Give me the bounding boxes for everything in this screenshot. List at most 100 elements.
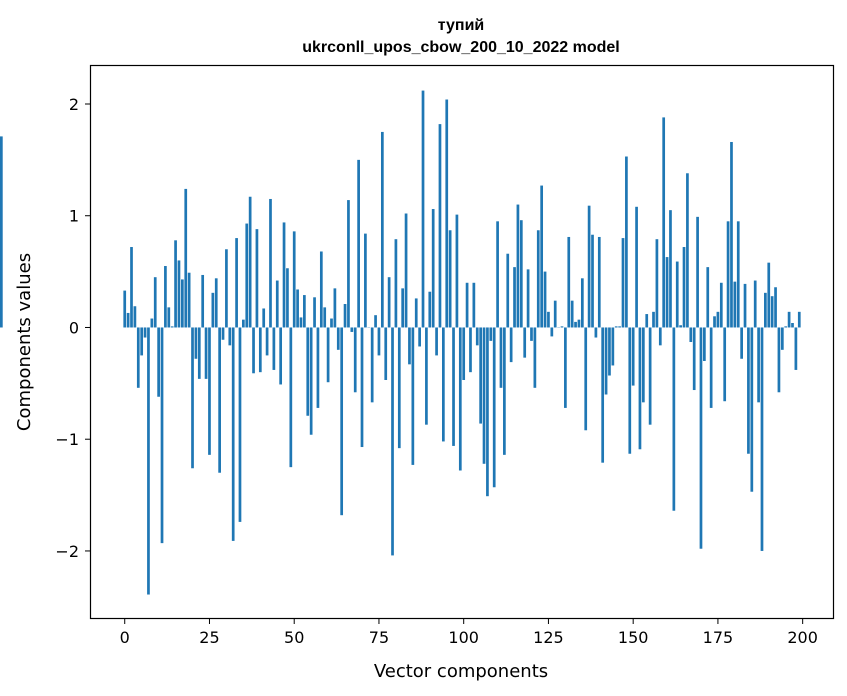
bar xyxy=(757,327,760,403)
bar xyxy=(258,327,262,373)
bar xyxy=(448,230,452,328)
x-tick-label: 75 xyxy=(369,628,389,647)
bar xyxy=(774,287,777,328)
bar xyxy=(506,253,510,328)
bar xyxy=(648,327,652,425)
bar xyxy=(621,238,625,328)
bar xyxy=(784,326,788,328)
bar xyxy=(126,312,130,328)
bar xyxy=(133,306,137,328)
bar xyxy=(296,289,299,328)
bar xyxy=(560,326,564,328)
bar xyxy=(625,156,628,328)
bar xyxy=(265,327,269,356)
bar xyxy=(686,173,689,328)
bar xyxy=(401,288,405,328)
bar xyxy=(567,236,571,328)
bar xyxy=(533,327,537,388)
bar xyxy=(153,277,157,328)
bar xyxy=(584,327,588,431)
x-tick-label: 25 xyxy=(199,628,219,647)
bar xyxy=(123,290,127,328)
plot-area-frame xyxy=(89,64,835,620)
bar xyxy=(472,282,476,328)
bar xyxy=(231,327,235,541)
bar xyxy=(299,317,303,328)
bar xyxy=(164,266,167,328)
bar xyxy=(387,277,391,328)
bar xyxy=(275,280,279,328)
bar xyxy=(235,238,238,328)
bar xyxy=(794,327,798,370)
bar xyxy=(492,327,496,488)
bar xyxy=(140,327,144,356)
bar xyxy=(397,327,401,449)
bar xyxy=(333,288,337,328)
bar xyxy=(255,229,259,328)
bar xyxy=(577,319,581,328)
bar xyxy=(682,247,686,328)
y-tick-label: 2 xyxy=(69,95,79,114)
bar xyxy=(753,280,757,328)
bar xyxy=(499,327,503,388)
bar xyxy=(645,314,649,328)
bar xyxy=(431,209,435,328)
bar xyxy=(658,327,662,346)
bar xyxy=(618,326,621,328)
bar xyxy=(445,99,449,328)
bar xyxy=(665,257,669,328)
x-tick-label: 125 xyxy=(533,628,564,647)
bar xyxy=(631,327,635,386)
y-axis-ticks: −2 −1 0 1 2 xyxy=(55,95,91,561)
bar xyxy=(662,117,666,328)
bar xyxy=(221,327,225,340)
bar xyxy=(438,124,442,328)
y-tick-label: 0 xyxy=(69,318,79,337)
x-tick-label: 150 xyxy=(618,628,649,647)
bar xyxy=(357,159,360,328)
bar xyxy=(252,327,255,374)
bar xyxy=(269,198,272,328)
bar xyxy=(428,291,432,328)
bar xyxy=(143,327,147,338)
bar xyxy=(228,327,232,346)
bar xyxy=(747,327,750,454)
bar xyxy=(384,327,388,380)
bar xyxy=(211,292,215,328)
y-tick-label: 1 xyxy=(69,207,79,226)
bar xyxy=(699,327,703,549)
bar xyxy=(181,279,184,328)
x-tick-label: 100 xyxy=(448,628,479,647)
bar xyxy=(764,292,767,328)
bar xyxy=(279,327,283,385)
bar xyxy=(740,327,743,359)
bar xyxy=(797,311,801,328)
bar xyxy=(394,239,398,328)
bar xyxy=(679,325,682,328)
bar xyxy=(486,327,489,497)
bar xyxy=(319,251,323,328)
x-tick-label: 0 xyxy=(120,628,130,647)
bar xyxy=(655,239,659,328)
bar xyxy=(370,327,374,403)
bar xyxy=(706,267,710,328)
bar xyxy=(553,300,557,328)
bar xyxy=(587,205,591,328)
bar xyxy=(591,234,594,328)
bar xyxy=(391,327,394,556)
bar xyxy=(214,278,218,328)
y-axis-label: Components values xyxy=(14,253,35,431)
bar xyxy=(191,327,194,469)
bar xyxy=(628,327,632,454)
bar xyxy=(696,216,699,328)
bar xyxy=(360,327,364,448)
bar-series xyxy=(0,90,801,595)
bar xyxy=(364,233,367,328)
bar xyxy=(733,281,737,328)
bar xyxy=(326,327,330,383)
bar xyxy=(574,321,577,328)
bar xyxy=(482,327,486,464)
bar xyxy=(242,319,245,328)
bar xyxy=(350,327,354,332)
